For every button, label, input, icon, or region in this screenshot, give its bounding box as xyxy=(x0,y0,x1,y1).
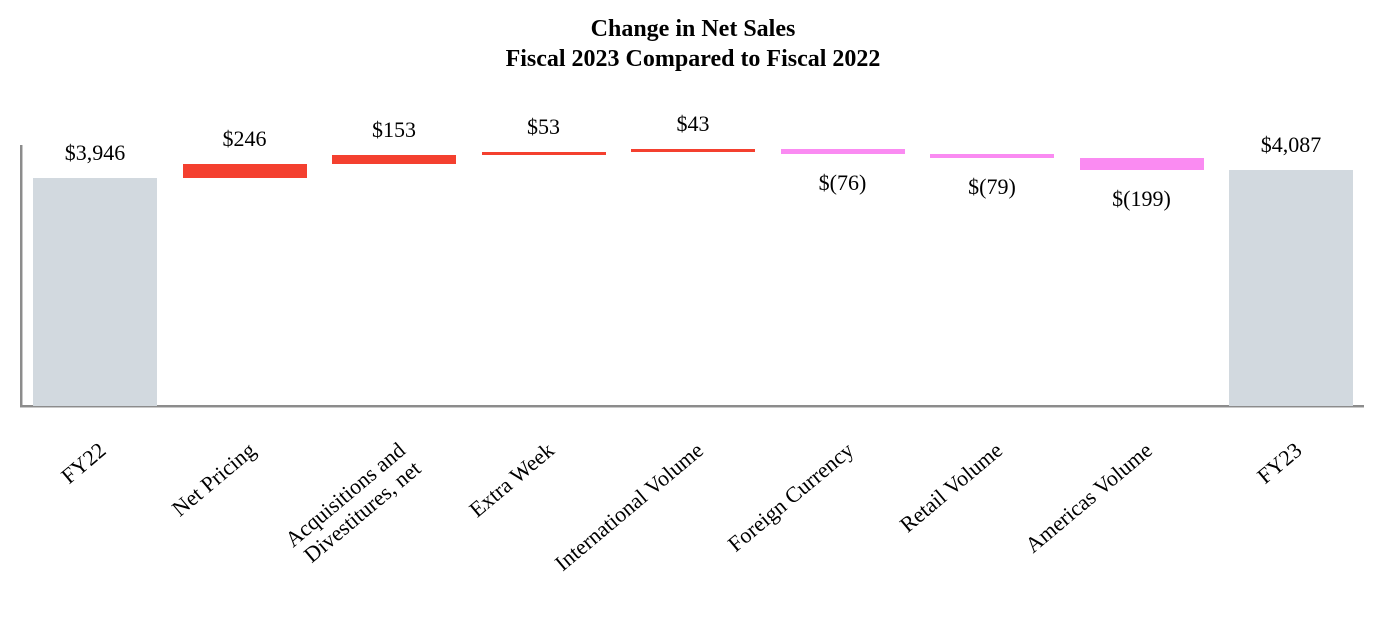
value-label-americas-volume: $(199) xyxy=(1112,185,1171,211)
bar-foreign-currency xyxy=(780,149,905,154)
bar-international-volume xyxy=(631,149,755,152)
bar-fy22 xyxy=(33,177,157,406)
bar-americas-volume xyxy=(1079,158,1204,170)
bar-net-pricing xyxy=(182,163,307,178)
value-label-fy23: $4,087 xyxy=(1260,131,1322,157)
xtick-acquisitions-and-divestitures-net: Acquisitions and Divestitures, net xyxy=(279,437,425,568)
xtick-foreign-currency: Foreign Currency xyxy=(722,437,858,557)
x-axis-line xyxy=(20,405,1364,408)
xtick-fy22: FY22 xyxy=(55,437,111,489)
chart-title-line1: Change in Net Sales xyxy=(590,16,796,42)
xtick-retail-volume: Retail Volume xyxy=(895,437,1008,538)
value-label-extra-week: $53 xyxy=(527,113,560,139)
value-label-retail-volume: $(79) xyxy=(968,174,1016,200)
xtick-extra-week: Extra Week xyxy=(464,437,559,523)
bar-extra-week xyxy=(481,151,606,155)
value-label-foreign-currency: $(76) xyxy=(818,169,867,195)
xtick-net-pricing: Net Pricing xyxy=(166,437,260,522)
xtick-fy23: FY23 xyxy=(1251,437,1307,489)
value-label-acquisitions-and-divestitures-net: $153 xyxy=(372,116,416,142)
bar-fy23 xyxy=(1229,169,1353,406)
xtick-americas-volume: Americas Volume xyxy=(1020,437,1157,558)
value-label-fy22: $3,946 xyxy=(64,139,126,165)
xtick-international-volume: International Volume xyxy=(550,437,709,576)
chart-title-line2: Fiscal 2023 Compared to Fiscal 2022 xyxy=(505,46,881,72)
value-label-net-pricing: $246 xyxy=(222,125,267,151)
bar-retail-volume xyxy=(930,153,1054,159)
y-axis-line xyxy=(20,145,23,407)
chart-title: Change in Net Sales Fiscal 2023 Compared… xyxy=(0,14,1386,74)
bar-acquisitions-and-divestitures-net xyxy=(332,154,456,164)
value-label-international-volume: $43 xyxy=(676,111,710,137)
